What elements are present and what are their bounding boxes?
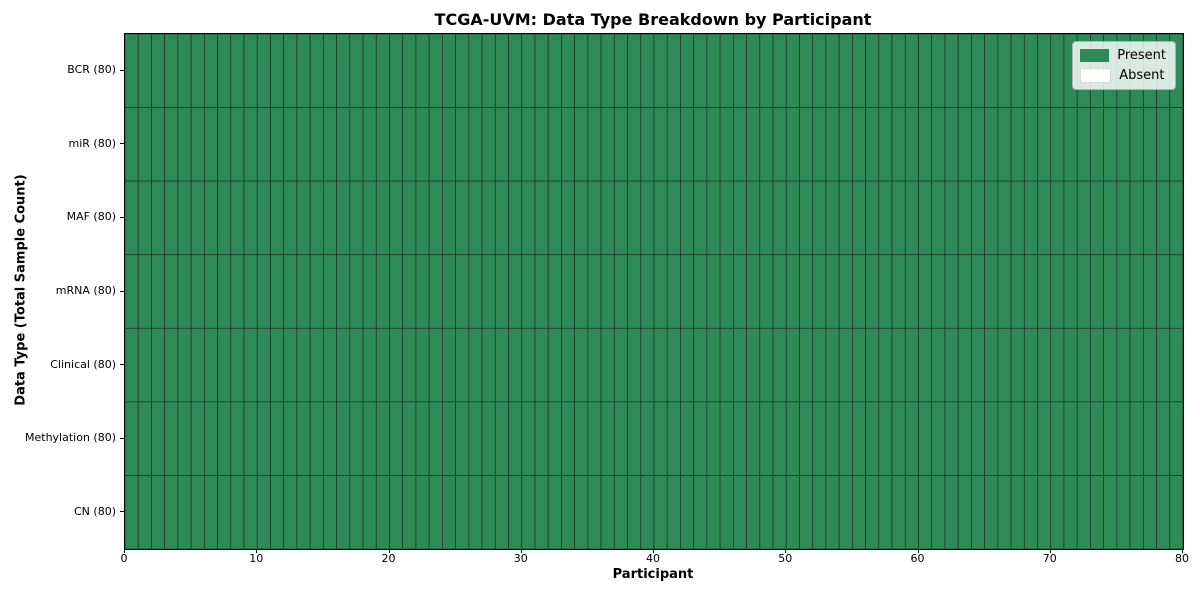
- y-tick-label: BCR (80): [67, 63, 116, 76]
- x-tick-label: 80: [1175, 552, 1189, 565]
- y-tick-label: Methylation (80): [25, 431, 116, 444]
- x-tick-label: 40: [646, 552, 660, 565]
- legend-item-present: Present: [1080, 48, 1166, 63]
- y-tick-label: CN (80): [74, 505, 116, 518]
- x-tick-label: 0: [120, 552, 128, 565]
- x-tick-mark: [388, 549, 390, 553]
- y-tick-mark: [120, 364, 124, 365]
- x-tick-mark: [520, 549, 522, 553]
- y-tick-mark: [120, 511, 124, 512]
- x-tick-mark: [1049, 549, 1051, 553]
- x-tick-label: 60: [910, 552, 925, 565]
- y-tick-mark: [120, 217, 124, 218]
- heatmap-grid: [125, 34, 1183, 549]
- y-tick-label: miR (80): [68, 137, 117, 150]
- legend-swatch-absent-icon: [1080, 68, 1112, 83]
- x-axis-label: Participant: [612, 567, 694, 582]
- x-tick-mark: [124, 549, 125, 553]
- x-tick-mark: [785, 549, 787, 553]
- y-tick-label: MAF (80): [66, 210, 116, 223]
- x-tick-label: 10: [249, 552, 264, 565]
- legend-swatch-present-icon: [1080, 49, 1110, 62]
- x-tick-mark: [256, 549, 258, 553]
- x-tick-label: 30: [513, 552, 528, 565]
- y-tick-mark: [120, 438, 124, 439]
- legend-label-absent: Absent: [1119, 68, 1165, 83]
- plot-area: Present Absent: [124, 33, 1184, 550]
- legend-item-absent: Absent: [1080, 68, 1166, 83]
- legend-label-present: Present: [1117, 48, 1166, 63]
- x-tick-mark: [1182, 549, 1183, 553]
- y-tick-mark: [120, 143, 124, 144]
- legend: Present Absent: [1072, 41, 1176, 90]
- x-tick-label: 20: [381, 552, 396, 565]
- y-tick-label: Clinical (80): [50, 358, 116, 371]
- chart-title: TCGA-UVM: Data Type Breakdown by Partici…: [434, 10, 872, 29]
- y-tick-label: mRNA (80): [55, 284, 116, 297]
- y-tick-mark: [120, 70, 124, 71]
- x-tick-mark: [917, 549, 919, 553]
- x-tick-label: 70: [1042, 552, 1057, 565]
- x-tick-mark: [653, 549, 654, 553]
- y-tick-mark: [120, 291, 124, 292]
- x-tick-label: 50: [778, 552, 793, 565]
